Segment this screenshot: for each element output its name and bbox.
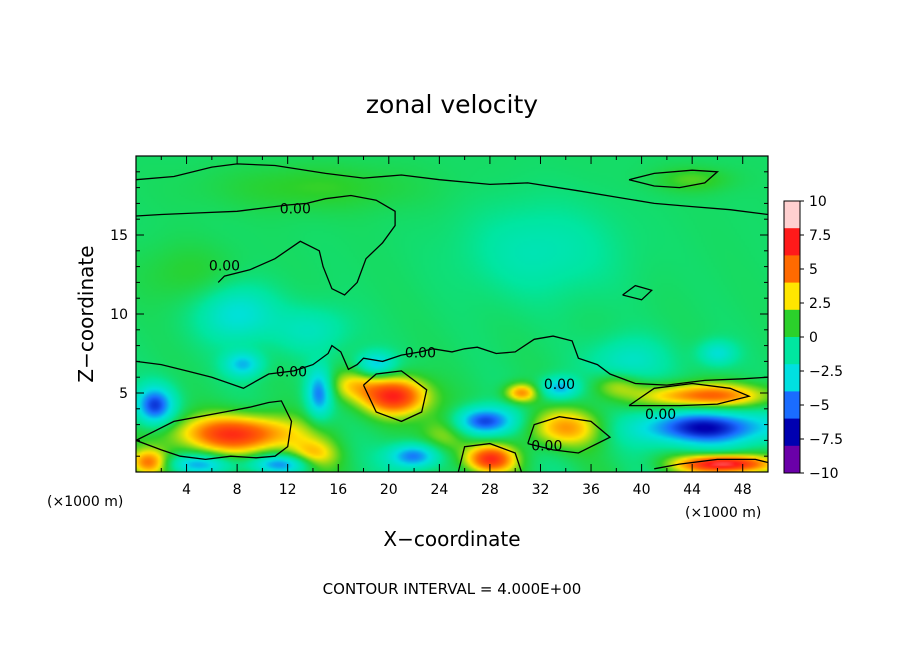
- x-axis-label: X−coordinate: [383, 527, 520, 551]
- contour-line-6: [527, 416, 612, 454]
- colorbar-swatch: [784, 364, 800, 392]
- contour-line-0: [136, 194, 396, 296]
- contour-label-0: 0.00: [280, 202, 311, 218]
- x-tick-label: 40: [633, 482, 651, 498]
- contour-line-8: [654, 458, 768, 470]
- colorbar-tick-label: 2.5: [809, 296, 831, 312]
- colorbar-tick-label: −10: [809, 466, 839, 482]
- contour-line-10: [622, 284, 653, 301]
- colorbar: 10 7.5 5 2.5 0 −2.5 −5 −7.5 −10: [783, 194, 843, 482]
- contour-labels: 0.00 0.00 0.00 0.00 0.00 0.00 0.00: [209, 202, 676, 455]
- contour-lines: [136, 163, 768, 472]
- x-tick-label: 20: [380, 482, 398, 498]
- x-tick-label: 32: [532, 482, 550, 498]
- colorbar-swatch: [784, 255, 800, 283]
- colorbar-tick-label: −2.5: [809, 364, 843, 380]
- contour-line-5: [457, 442, 523, 472]
- y-axis-label: Z−coordinate: [74, 245, 98, 382]
- x-tick-label: 12: [279, 482, 297, 498]
- contour-label-4: 0.00: [544, 377, 575, 393]
- contour-label-5: 0.00: [645, 407, 676, 423]
- contour-line-2: [136, 335, 768, 390]
- velocity-field: [136, 156, 768, 472]
- contour-line-9: [628, 169, 720, 189]
- y-tick-label: 15: [110, 228, 128, 244]
- chart-title: zonal velocity: [366, 90, 538, 119]
- x-units-right: (×1000 m): [685, 505, 761, 521]
- x-axis: 4 8 12 16 20 24 28 32 36 40 44 48: [160, 156, 752, 498]
- contour-label-6: 0.00: [531, 439, 562, 455]
- colorbar-tick-label: 7.5: [809, 228, 831, 244]
- x-tick-label: 4: [182, 482, 191, 498]
- x-tick-label: 44: [683, 482, 701, 498]
- colorbar-tick-label: −7.5: [809, 432, 843, 448]
- x-tick-label: 16: [329, 482, 347, 498]
- colorbar-tick-label: −5: [809, 398, 830, 414]
- colorbar-swatch: [784, 337, 800, 365]
- y-axis: 5 10 15: [110, 171, 768, 457]
- x-tick-label: 48: [734, 482, 752, 498]
- x-tick-label: 24: [430, 482, 448, 498]
- contour-line-3: [136, 400, 293, 461]
- plot-area: 0.00 0.00 0.00 0.00 0.00 0.00 0.00: [136, 156, 768, 472]
- colorbar-swatch: [784, 309, 800, 338]
- colorbar-swatch: [784, 391, 800, 419]
- colorbar-swatch: [784, 445, 800, 474]
- contour-label-3: 0.00: [405, 346, 436, 362]
- colorbar-tick-label: 10: [809, 194, 827, 210]
- colorbar-swatch: [784, 418, 800, 447]
- contour-line-7: [628, 382, 752, 407]
- x-tick-label: 36: [582, 482, 600, 498]
- contour-label-2: 0.00: [276, 365, 307, 381]
- contour-label-1: 0.00: [209, 259, 240, 275]
- x-units-left: (×1000 m): [47, 494, 123, 510]
- y-tick-label: 5: [119, 386, 128, 402]
- contour-line-4: [362, 370, 428, 423]
- colorbar-swatch: [784, 228, 800, 256]
- x-tick-label: 8: [233, 482, 242, 498]
- colorbar-tick-label: 5: [809, 262, 818, 278]
- colorbar-swatch: [784, 282, 800, 311]
- y-tick-label: 10: [110, 307, 128, 323]
- contour-line-1: [136, 163, 768, 216]
- colorbar-tick-label: 0: [809, 330, 818, 346]
- contour-interval-note: CONTOUR INTERVAL = 4.000E+00: [323, 580, 582, 598]
- colorbar-swatch: [784, 201, 800, 229]
- x-tick-label: 28: [481, 482, 499, 498]
